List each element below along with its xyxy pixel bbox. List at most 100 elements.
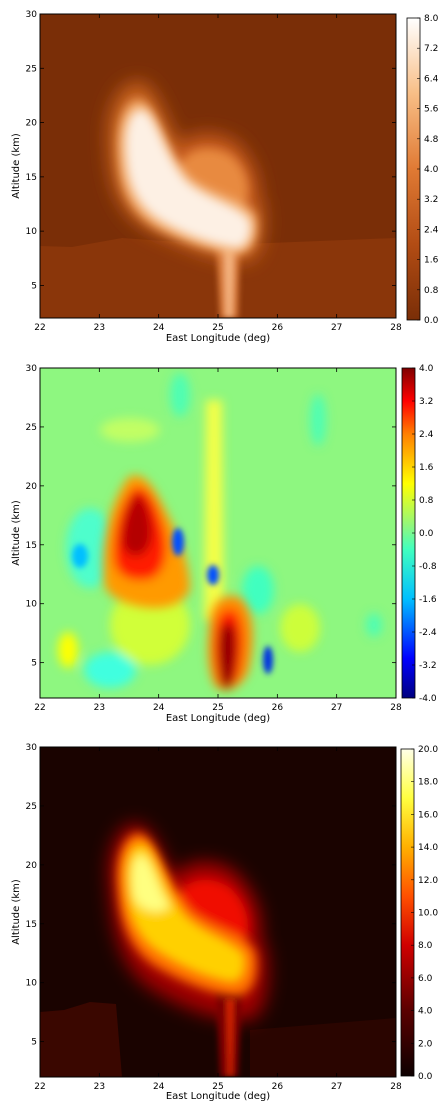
x-tick-label: 26 (272, 703, 284, 713)
y-tick-label: 15 (26, 541, 37, 551)
colorbar-tick-label: 4.0 (424, 165, 439, 175)
colorbar-tick-label: 4.0 (419, 364, 434, 374)
panel-2-x-ticks: 22 23 24 25 26 27 28 (34, 368, 402, 713)
colorbar-tick-label: 4.8 (424, 135, 439, 145)
panel-3: 22 23 24 25 26 27 28 5 10 15 20 25 30 East Longitud… (11, 743, 438, 1102)
panel-2-ylabel: Altitude (km) (11, 500, 22, 566)
panel-1-x-ticks: 22 23 24 25 26 27 28 (34, 14, 402, 333)
panel-3-y-ticks: 5 10 15 20 25 30 (26, 743, 396, 1048)
panel-2-patch-yellow-top (100, 418, 160, 442)
colorbar-tick-label: 1.6 (424, 256, 439, 266)
colorbar-tick-label: 7.2 (424, 44, 438, 54)
colorbar-tick-label: 0.0 (418, 1072, 433, 1082)
panel-2-colorbar-ticks: 4.0 3.2 2.4 1.6 0.8 0.0 -0.8 -1.6 -2.4 -3.2 -4.0 (412, 364, 437, 704)
y-tick-label: 5 (31, 1038, 37, 1048)
colorbar-tick-label: -2.4 (419, 628, 437, 638)
y-tick-label: 10 (26, 600, 38, 610)
panel-3-stem-core (226, 1000, 234, 1077)
colorbar-tick-label: 5.6 (424, 105, 439, 115)
colorbar-tick-label: 10.0 (418, 909, 438, 919)
x-tick-label: 25 (212, 1082, 223, 1092)
panel-2-patch-left-cyan (66, 508, 114, 588)
panel-2-xlabel: East Longitude (deg) (166, 713, 270, 724)
colorbar-tick-label: 0.8 (419, 496, 434, 506)
panel-3-low-shelf (40, 1002, 122, 1077)
colorbar-tick-label: 4.0 (418, 1007, 433, 1017)
x-tick-label: 24 (153, 1082, 165, 1092)
panel-3-low-shelf-right (250, 1018, 396, 1077)
panel-1-stem-core (224, 244, 234, 318)
colorbar-tick-label: -0.8 (419, 562, 437, 572)
colorbar-tick-label: 18.0 (418, 778, 438, 788)
x-tick-label: 24 (153, 703, 165, 713)
panel-2-blue-center (207, 565, 219, 585)
x-tick-label: 24 (153, 323, 165, 333)
x-tick-label: 26 (272, 1082, 284, 1092)
colorbar-tick-label: 1.6 (419, 463, 434, 473)
colorbar-tick-label: 0.0 (424, 316, 439, 326)
colorbar-tick-label: 14.0 (418, 843, 438, 853)
panel-2-patch-cyan-top (170, 373, 190, 417)
x-tick-label: 28 (390, 323, 402, 333)
colorbar-tick-label: 12.0 (418, 876, 438, 886)
y-tick-label: 30 (26, 10, 38, 20)
panel-3-x-ticks: 22 23 24 25 26 27 28 (34, 747, 402, 1092)
colorbar-tick-label: 6.4 (424, 74, 439, 84)
x-tick-label: 23 (94, 1082, 105, 1092)
x-tick-label: 25 (212, 703, 223, 713)
panel-2-field (58, 373, 382, 691)
colorbar-tick-label: 8.0 (424, 14, 439, 24)
colorbar-tick-label: -3.2 (419, 661, 437, 671)
panel-3-xlabel: East Longitude (deg) (166, 1091, 270, 1102)
x-tick-label: 23 (94, 323, 105, 333)
y-tick-label: 20 (26, 861, 38, 871)
panel-1-ylabel: Altitude (km) (11, 133, 22, 199)
y-tick-label: 25 (26, 802, 37, 812)
x-tick-label: 26 (272, 323, 284, 333)
x-tick-label: 25 (212, 323, 223, 333)
panel-2-patch-cyan-right (310, 394, 326, 446)
panel-2-patch-right-cyan (242, 566, 274, 614)
y-tick-label: 25 (26, 64, 37, 74)
y-tick-label: 15 (26, 920, 37, 930)
x-tick-label: 28 (390, 1082, 402, 1092)
panel-2: 22 23 24 25 26 27 28 5 10 15 20 25 30 East Longitud… (11, 364, 437, 724)
panel-2-patch-cyan-far (366, 613, 382, 637)
panel-3-field (40, 823, 396, 1077)
x-tick-label: 27 (331, 703, 342, 713)
colorbar-tick-label: 0.0 (419, 529, 434, 539)
x-tick-label: 22 (34, 323, 45, 333)
y-tick-label: 30 (26, 743, 38, 753)
y-tick-label: 10 (26, 227, 38, 237)
panel-1-xlabel: East Longitude (deg) (166, 333, 270, 344)
colorbar-tick-label: -1.6 (419, 595, 437, 605)
panel-2-patch-left-yellow (58, 632, 78, 668)
x-tick-label: 22 (34, 1082, 45, 1092)
colorbar-tick-label: 6.0 (418, 974, 433, 984)
panel-1-colorbar-ticks: 0.0 0.8 1.6 2.4 3.2 4.0 4.8 5.6 6.4 7.2 8.0 (417, 14, 439, 326)
y-tick-label: 25 (26, 423, 37, 433)
colorbar-tick-label: 2.0 (418, 1039, 433, 1049)
panel-2-y-ticks: 5 10 15 20 25 30 (26, 364, 396, 669)
panel-1-white-core (125, 109, 251, 249)
y-tick-label: 5 (31, 281, 37, 291)
panel-2-column-yellow (204, 400, 224, 620)
x-tick-label: 22 (34, 703, 45, 713)
colorbar-tick-label: 0.8 (424, 286, 439, 296)
colorbar-tick-label: -4.0 (419, 694, 437, 704)
panel-2-lower-darkred (218, 623, 237, 689)
panel-2-patch-bottom-cyan (84, 652, 136, 688)
colorbar-tick-label: 16.0 (418, 810, 438, 820)
y-tick-label: 15 (26, 173, 37, 183)
panel-2-upper-darkred (122, 494, 152, 556)
colorbar-tick-label: 2.4 (424, 225, 439, 235)
y-tick-label: 5 (31, 659, 37, 669)
panel-2-patch-right-yellow (280, 604, 320, 652)
x-tick-label: 27 (331, 1082, 342, 1092)
x-tick-label: 27 (331, 323, 342, 333)
y-tick-label: 20 (26, 119, 38, 129)
panel-3-colorbar-ticks: 0.0 2.0 4.0 6.0 8.0 10.0 12.0 14.0 16.0 18.0 20.0 (411, 745, 438, 1082)
panel-2-blue-mid (172, 528, 184, 556)
panel-3-bright-core (131, 855, 170, 912)
